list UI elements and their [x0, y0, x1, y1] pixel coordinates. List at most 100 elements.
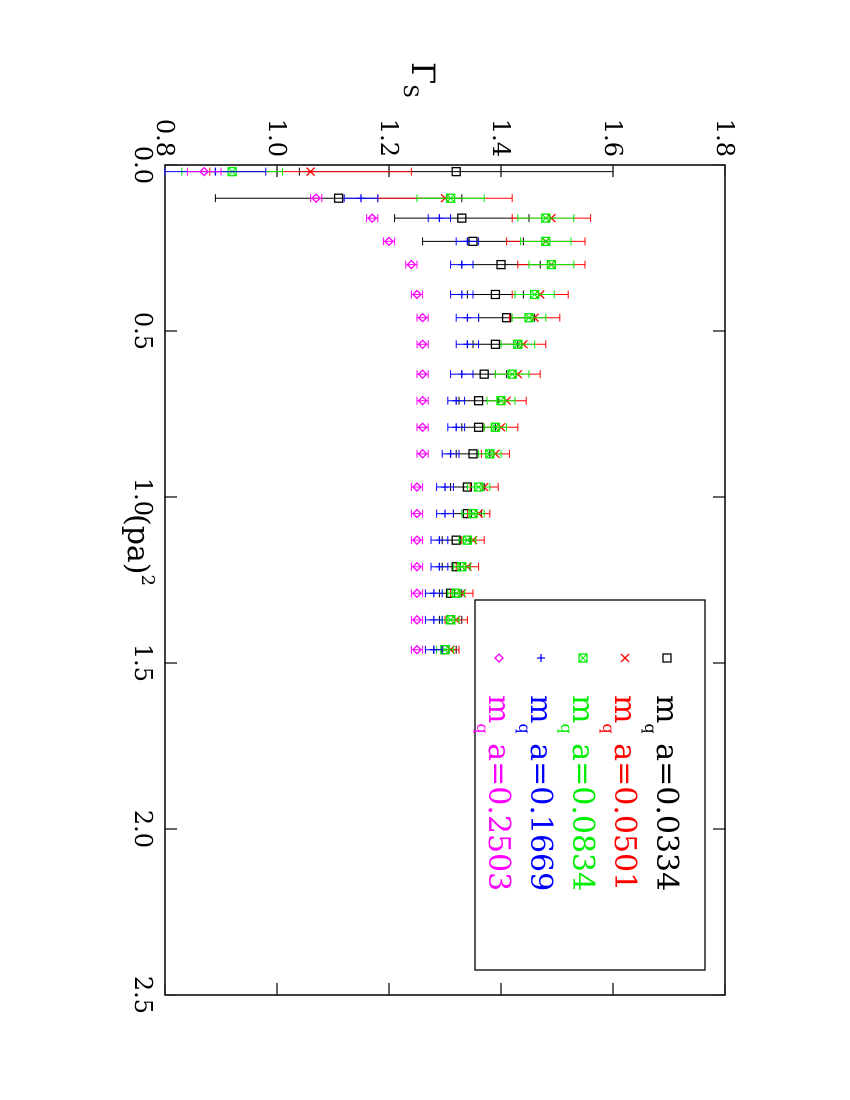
marker-box	[445, 193, 456, 203]
series-0	[214, 166, 614, 655]
marker-plus	[463, 340, 472, 349]
data-point	[490, 422, 501, 432]
data-point	[417, 422, 428, 433]
y-axis-label-text: Γ	[404, 62, 442, 84]
data-point	[463, 313, 472, 322]
series-layer	[164, 166, 614, 655]
x-tick-label: 1.0	[129, 478, 157, 516]
legend-label-subscript: q	[473, 723, 492, 733]
data-point	[479, 369, 489, 379]
legend-marker	[494, 653, 504, 663]
x-axis-label-superscript: 2	[137, 575, 158, 586]
marker-box-cross	[451, 588, 461, 598]
legend-marker	[578, 653, 588, 663]
data-point	[463, 340, 472, 349]
marker-box-cross	[468, 509, 478, 518]
data-point	[417, 395, 428, 406]
data-point	[412, 561, 422, 572]
data-point	[311, 193, 322, 204]
data-point	[435, 536, 444, 545]
series-3	[164, 167, 480, 654]
marker-plus	[452, 396, 461, 405]
legend-label-subscript: q	[515, 723, 534, 733]
marker-box	[541, 236, 551, 247]
marker-diamond	[199, 166, 210, 177]
legend-label-subscript: q	[599, 723, 618, 733]
data-point	[457, 213, 467, 223]
marker-diamond	[412, 482, 422, 492]
marker-diamond	[412, 588, 422, 599]
data-point	[412, 508, 422, 519]
marker-box-cross	[541, 213, 551, 223]
data-point	[462, 535, 473, 545]
data-point	[384, 236, 394, 247]
data-point	[457, 370, 466, 379]
data-point	[452, 396, 461, 405]
marker-box	[507, 369, 517, 379]
data-point	[496, 396, 506, 406]
marker-box-cross	[578, 653, 588, 663]
data-point	[457, 290, 466, 299]
legend-marker	[662, 653, 672, 663]
marker-box	[546, 259, 557, 270]
marker-diamond	[417, 422, 428, 433]
x-tick-label: 2.5	[129, 976, 157, 1014]
marker-box-cross	[513, 339, 523, 349]
legend-label: mq a=0.0501	[599, 695, 642, 891]
data-point	[441, 483, 449, 492]
marker-plus	[357, 194, 365, 203]
marker-box	[445, 615, 456, 625]
y-axis-label: ΓS	[399, 62, 442, 98]
legend-label-suffix: a=0.0834	[565, 734, 600, 892]
y-tick-label: 1.8	[711, 119, 739, 157]
data-point	[445, 615, 456, 625]
series-2	[181, 166, 575, 655]
x-axis-label-text: (pa)	[120, 514, 155, 575]
marker-box	[490, 422, 501, 432]
axis-ticks: 0.0 0.5 1.0 1.5 2.0 2.5 0.8 1.0 1.2 1.4 1.6 1.8	[129, 119, 739, 1014]
legend-label-suffix: a=0.0334	[649, 734, 684, 892]
marker-box	[468, 508, 478, 519]
y-tick-label: 0.8	[151, 119, 179, 157]
marker-square	[333, 193, 344, 203]
marker-diamond	[417, 395, 428, 406]
data-point	[457, 562, 467, 572]
data-point	[429, 645, 438, 654]
marker-plus	[463, 237, 472, 246]
data-point	[412, 289, 422, 300]
data-point	[412, 614, 422, 625]
marker-diamond	[417, 312, 428, 323]
marker-square	[473, 396, 484, 406]
data-point	[412, 535, 422, 546]
data-point	[417, 312, 428, 323]
marker-plus	[429, 615, 438, 624]
marker-box	[473, 482, 484, 492]
marker-box-cross	[547, 260, 556, 269]
marker-square	[479, 369, 489, 379]
data-point	[417, 369, 428, 380]
marker-diamond	[412, 614, 422, 625]
data-point	[529, 289, 540, 300]
data-point	[485, 449, 495, 459]
legend-label-prefix: m	[649, 695, 684, 723]
marker-box-cross	[446, 193, 455, 203]
data-point	[435, 562, 444, 571]
marker-diamond	[412, 289, 422, 300]
legend-label-subscript: q	[641, 723, 660, 733]
data-point	[306, 167, 316, 177]
y-tick-label: 1.4	[487, 119, 515, 157]
marker-square	[451, 166, 461, 177]
data-point	[473, 422, 484, 432]
data-point	[445, 193, 456, 203]
marker-box-cross	[446, 615, 455, 625]
data-point	[546, 259, 557, 270]
marker-diamond	[406, 259, 417, 270]
marker-diamond	[412, 561, 422, 572]
marker-box	[485, 449, 495, 459]
marker-diamond	[417, 448, 428, 459]
marker-plus	[457, 260, 466, 269]
marker-box	[457, 562, 467, 572]
data-point	[452, 423, 461, 432]
data-point	[406, 259, 417, 270]
